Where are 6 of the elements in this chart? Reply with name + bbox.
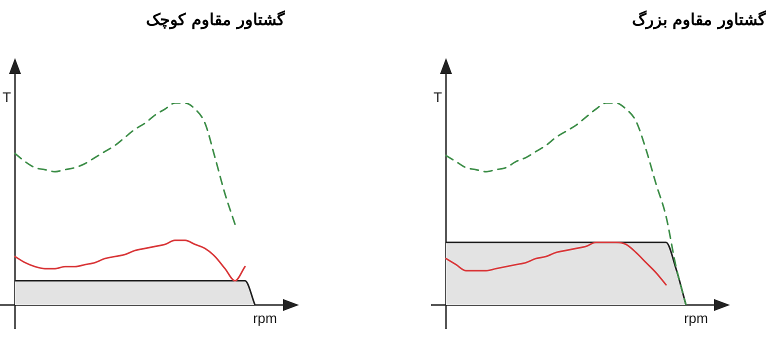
y-axis-title: T	[433, 88, 442, 105]
chart-title: گشتاور مقاوم کوچک	[146, 10, 285, 29]
x-axis-title: rpm	[252, 310, 278, 326]
x-axis-title: rpm	[684, 310, 708, 326]
chart-title: گشتاور مقاوم بزرگ	[632, 10, 766, 29]
y-axis-title: T	[2, 88, 12, 105]
